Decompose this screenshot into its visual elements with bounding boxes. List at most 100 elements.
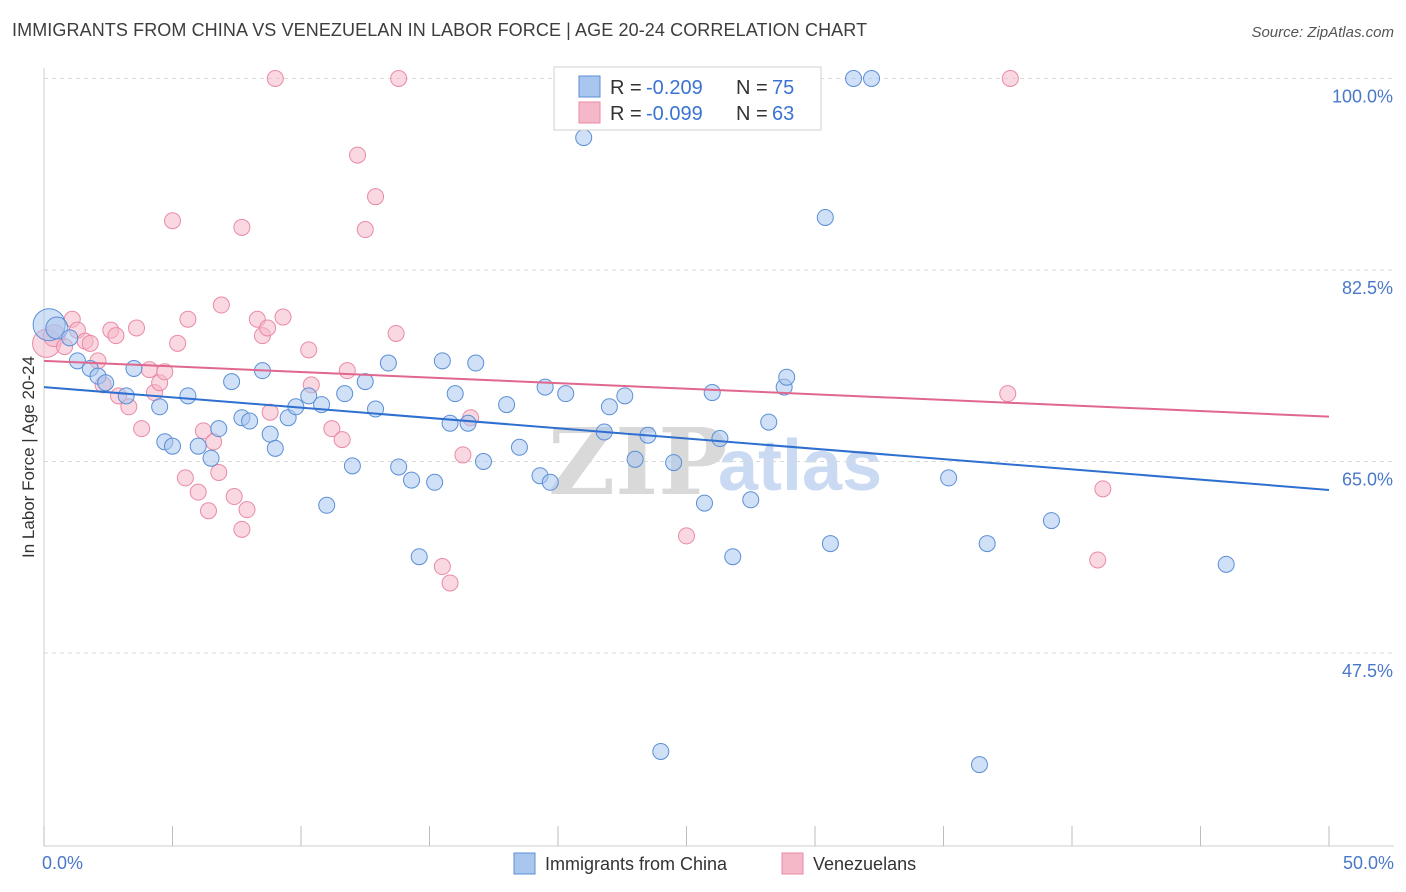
venezuelans-point [140, 361, 158, 379]
y-tick-label: 100.0% [1332, 87, 1393, 107]
china-point [724, 548, 742, 566]
china-point [336, 385, 354, 403]
china-point [441, 414, 459, 432]
china-point [117, 387, 135, 405]
china-point [266, 439, 284, 457]
china-point [978, 535, 996, 553]
venezuelans-point [266, 70, 284, 87]
venezuelans-point [133, 420, 151, 438]
venezuelans-point [441, 574, 459, 592]
china-trend-line [43, 386, 1330, 491]
stats-legend: R = -0.209 N = 75 R = -0.099 N = 63 [553, 66, 822, 131]
china-point [390, 458, 408, 476]
venezuelans-point [1094, 480, 1112, 498]
china-point [356, 373, 374, 391]
china-point [557, 385, 575, 403]
venezuelans-point [1089, 551, 1107, 569]
china-point [970, 756, 988, 774]
china-point [510, 438, 528, 456]
y-tick-labels: 47.5% 65.0% 82.5% 100.0% [1332, 87, 1393, 682]
china-point [446, 385, 464, 403]
venezuelans-point [225, 488, 243, 506]
china-point [1042, 512, 1060, 530]
china-point [652, 742, 670, 760]
china-point [541, 473, 559, 491]
gridlines [44, 78, 1394, 654]
y-axis-title: In Labor Force | Age 20-24 [19, 356, 38, 558]
venezuelans-point [176, 469, 194, 487]
venezuelans-point [199, 502, 217, 520]
venezuelans-point [1001, 70, 1019, 87]
china-point [845, 70, 863, 87]
china-point [760, 413, 778, 431]
china-point [459, 414, 477, 432]
venezuelans-point [433, 558, 451, 576]
venezuelans-point [678, 527, 695, 545]
china-point [68, 352, 86, 370]
x-axis-ticks [43, 826, 1330, 846]
legend-r-value-venezuelans: -0.099 [646, 103, 703, 125]
china-point [863, 70, 881, 87]
venezuelans-point [274, 308, 292, 326]
legend-r-value-china: -0.209 [646, 77, 703, 99]
legend-swatch-venezuelans [578, 101, 601, 124]
legend-n-value-venezuelans: 63 [772, 103, 794, 125]
venezuelans-trend-line [43, 359, 1330, 418]
china-point [711, 430, 729, 448]
venezuelans-point [390, 70, 408, 87]
venezuelans-point [261, 403, 279, 421]
source-credit: Source: ZipAtlas.com [1251, 24, 1394, 41]
venezuelans-point [300, 341, 318, 359]
bottom-legend-label-venezuelans: Venezuelans [813, 854, 916, 874]
china-point [97, 374, 115, 392]
legend-r-label-china: R = [610, 77, 642, 99]
venezuelans-point [999, 385, 1017, 403]
watermark-atlas: atlas [718, 426, 882, 506]
china-point [210, 420, 228, 438]
china-point [695, 494, 713, 512]
china-point [474, 453, 492, 470]
venezuelans-point [179, 310, 197, 328]
venezuelans-point [323, 420, 341, 438]
china-point [125, 359, 143, 377]
china-point [433, 352, 451, 370]
venezuelans-point [233, 520, 251, 538]
bottom-legend-swatch-china [513, 852, 536, 875]
venezuelans-point [210, 463, 228, 481]
y-tick-label: 65.0% [1342, 470, 1393, 490]
china-point [626, 450, 644, 468]
legend-n-value-china: 75 [772, 77, 794, 99]
bottom-legend-label-china: Immigrants from China [545, 854, 728, 874]
china-point [575, 129, 593, 147]
china-point [379, 354, 397, 372]
venezuelans-point [156, 363, 174, 381]
legend-r-label-venezuelans: R = [610, 103, 642, 125]
china-point [703, 384, 721, 402]
china-point [616, 387, 634, 405]
venezuelans-point [81, 334, 99, 352]
china-point [318, 496, 336, 514]
venezuelans-point [238, 501, 256, 519]
china-point [940, 469, 958, 487]
china-point [410, 548, 428, 566]
venezuelans-point [356, 221, 374, 239]
china-point [426, 473, 444, 491]
bottom-legend-swatch-venezuelans [781, 852, 804, 875]
china-point [61, 329, 79, 347]
venezuelans-point [338, 362, 356, 380]
china-point [179, 387, 197, 405]
venezuelans-point [164, 212, 181, 230]
y-tick-label: 82.5% [1342, 278, 1393, 298]
china-point [403, 471, 421, 489]
china-point [241, 412, 259, 430]
venezuelans-point [349, 146, 367, 164]
venezuelans-point [107, 327, 125, 345]
legend-n-label-china: N = [736, 77, 768, 99]
china-point [343, 457, 361, 475]
venezuelans-point [387, 324, 405, 342]
chart-title: IMMIGRANTS FROM CHINA VS VENEZUELAN IN L… [12, 20, 868, 40]
venezuelans-point [212, 296, 230, 314]
x-tick-label-min: 0.0% [42, 853, 83, 873]
china-point [261, 425, 279, 443]
